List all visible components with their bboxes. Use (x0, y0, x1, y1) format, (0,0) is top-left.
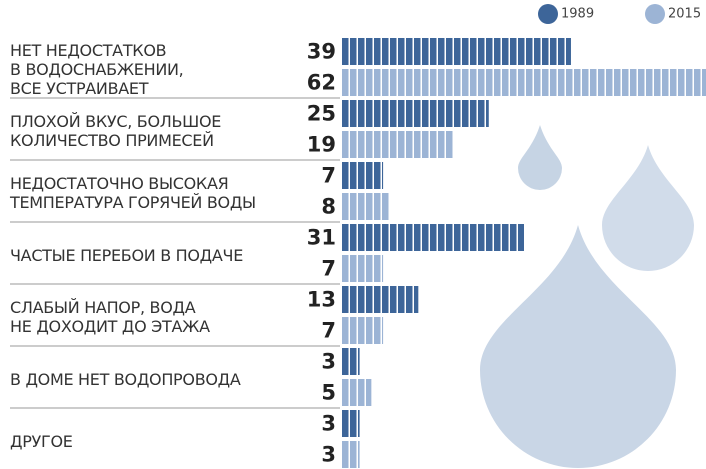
value-label: 25 (307, 102, 336, 126)
page: 1989 2015 39 62 25 19 7 8 31 7 13 7 3 5 3 3 НЕТ НЕДОСТА… (0, 0, 706, 469)
category-label: ПЛОХОЙ ВКУС, БОЛЬШОЕ КОЛИЧЕСТВО ПРИМЕСЕЙ (10, 112, 310, 150)
value-label: 13 (307, 288, 336, 312)
bar (342, 162, 383, 189)
value-label: 3 (321, 412, 336, 436)
bar (342, 255, 383, 282)
legend-label: 2015 (668, 7, 701, 22)
water-drops (480, 125, 694, 468)
bar (342, 441, 360, 468)
bar (342, 317, 383, 344)
category-label: НЕДОСТАТОЧНО ВЫСОКАЯ ТЕМПЕРАТУРА ГОРЯЧЕЙ… (10, 174, 310, 212)
bar (342, 224, 524, 251)
value-label: 62 (307, 71, 336, 95)
category-label: ЧАСТЫЕ ПЕРЕБОИ В ПОДАЧЕ (10, 246, 310, 265)
value-label: 3 (321, 443, 336, 467)
legend-swatch (538, 4, 558, 24)
value-label: 7 (321, 164, 336, 188)
bar (342, 379, 371, 406)
value-label: 19 (307, 133, 336, 157)
bar (342, 100, 489, 127)
bar (342, 286, 418, 313)
bar (342, 348, 360, 375)
legend-swatch (645, 4, 665, 24)
value-label: 3 (321, 350, 336, 374)
bar (342, 38, 571, 65)
value-label: 7 (321, 319, 336, 343)
value-label: 31 (307, 226, 336, 250)
value-label: 8 (321, 195, 336, 219)
value-label: 7 (321, 257, 336, 281)
legend-label: 1989 (561, 7, 594, 22)
bar (342, 69, 706, 96)
value-label: 5 (321, 381, 336, 405)
value-label: 39 (307, 40, 336, 64)
category-label: НЕТ НЕДОСТАТКОВ В ВОДОСНАБЖЕНИИ, ВСЕ УСТ… (10, 41, 310, 98)
bar (342, 410, 360, 437)
category-label: В ДОМЕ НЕТ ВОДОПРОВОДА (10, 370, 310, 389)
category-label: СЛАБЫЙ НАПОР, ВОДА НЕ ДОХОДИТ ДО ЭТАЖА (10, 298, 310, 336)
category-label: ДРУГОЕ (10, 432, 310, 451)
bar (342, 131, 454, 158)
bar (342, 193, 389, 220)
